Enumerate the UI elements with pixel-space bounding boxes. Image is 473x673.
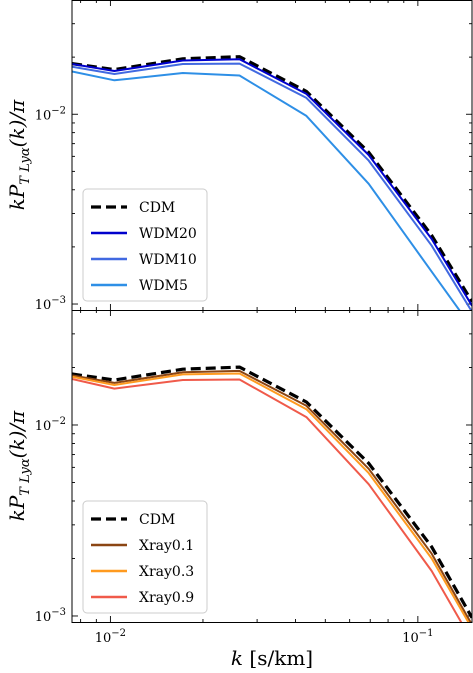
x-tick-label-base: 10 xyxy=(402,631,419,646)
x-axis-label: k [s/km] xyxy=(231,646,313,670)
y-tick-label: 10−3 xyxy=(35,607,66,625)
y-tick-label: 10−2 xyxy=(35,105,66,123)
x-tick-label: 10−2 xyxy=(95,628,126,646)
x-tick-label-exponent: −1 xyxy=(419,628,434,639)
y-axis-label-subscript: T Lyα xyxy=(18,147,33,185)
legend-label: WDM5 xyxy=(139,278,188,294)
x-tick-label: 10−1 xyxy=(402,628,433,646)
y-axis-label-main: kP xyxy=(5,184,29,210)
legend-box xyxy=(82,500,208,614)
y-tick-label-exponent: −2 xyxy=(51,416,66,427)
series-lines xyxy=(72,365,472,622)
x-tick-label-base: 10 xyxy=(95,631,112,646)
legend-label: Xray0.9 xyxy=(139,590,194,606)
legend-label: CDM xyxy=(139,512,175,528)
series-line-wdm10 xyxy=(72,62,472,310)
y-tick-label-base: 10 xyxy=(35,298,52,313)
legend-label: Xray0.1 xyxy=(139,538,194,554)
y-tick-label: 10−2 xyxy=(35,416,66,434)
legend-label: CDM xyxy=(139,200,175,216)
y-axis-label-tail: (k)/π xyxy=(5,410,29,458)
y-axis-label: kPT Lyα(k)/π xyxy=(5,99,33,210)
y-tick-label-base: 10 xyxy=(35,610,52,625)
x-axis-label-variable: k xyxy=(231,646,243,670)
y-axis-label: kPT Lyα(k)/π xyxy=(5,410,33,521)
legend-label: WDM20 xyxy=(139,226,197,242)
series-lines xyxy=(72,55,472,310)
y-tick-label-exponent: −3 xyxy=(51,607,66,618)
y-tick-label-base: 10 xyxy=(35,419,52,434)
x-axis-label-unit: [s/km] xyxy=(243,646,313,670)
series-line-xray0-3 xyxy=(72,372,470,622)
axes-frame xyxy=(71,310,473,623)
y-axis-label-subscript: T Lyα xyxy=(18,458,33,496)
series-line-xray0-1 xyxy=(72,369,472,622)
y-axis-label-tail: (k)/π xyxy=(5,99,29,147)
y-tick-label-exponent: −2 xyxy=(51,105,66,116)
legend-label: WDM10 xyxy=(139,252,197,268)
series-line-xray0-9 xyxy=(72,378,463,622)
y-axis-label-main: kP xyxy=(5,495,29,521)
x-tick-label-exponent: −2 xyxy=(111,628,126,639)
y-tick-label: 10−3 xyxy=(35,295,66,313)
legend-label: Xray0.3 xyxy=(139,564,194,580)
series-line-cdm xyxy=(72,55,472,303)
series-line-wdm5 xyxy=(72,70,461,310)
y-tick-label-exponent: −3 xyxy=(51,295,66,306)
y-tick-label-base: 10 xyxy=(35,108,52,123)
series-line-cdm xyxy=(72,365,472,619)
legend-box xyxy=(82,188,208,302)
legend: CDM WDM20 WDM10 WDM5 xyxy=(82,188,208,302)
legend: CDM Xray0.1 Xray0.3 Xray0.9 xyxy=(82,500,208,614)
series-line-wdm20 xyxy=(72,58,472,307)
